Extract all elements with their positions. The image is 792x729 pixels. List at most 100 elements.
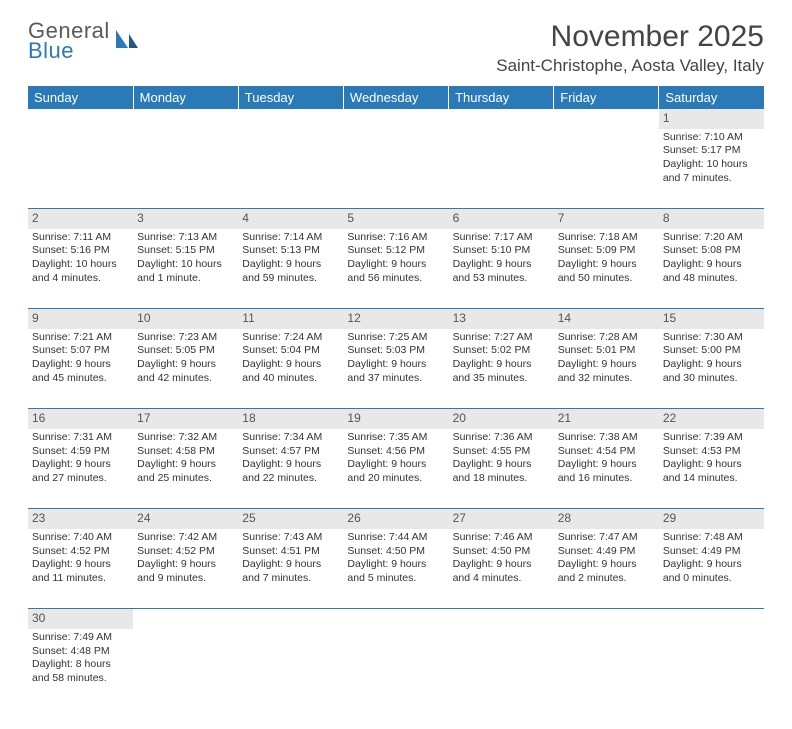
sunrise-text: Sunrise: 7:20 AM — [663, 231, 760, 245]
sunrise-text: Sunrise: 7:28 AM — [558, 331, 655, 345]
sunset-text: Sunset: 4:58 PM — [137, 445, 234, 459]
day-detail-cell — [133, 629, 238, 709]
daylight-text: Daylight: 9 hours and 59 minutes. — [242, 258, 339, 285]
daylight-text: Daylight: 10 hours and 7 minutes. — [663, 158, 760, 185]
sunset-text: Sunset: 5:03 PM — [347, 344, 444, 358]
daylight-text: Daylight: 9 hours and 9 minutes. — [137, 558, 234, 585]
week-number-row: 2345678 — [28, 209, 764, 229]
day-number-cell: 27 — [449, 509, 554, 529]
week-number-row: 1 — [28, 109, 764, 129]
day-number-cell — [133, 109, 238, 129]
sunset-text: Sunset: 4:56 PM — [347, 445, 444, 459]
day-detail-cell: Sunrise: 7:11 AMSunset: 5:16 PMDaylight:… — [28, 229, 133, 309]
sunset-text: Sunset: 4:48 PM — [32, 645, 129, 659]
day-detail-cell: Sunrise: 7:42 AMSunset: 4:52 PMDaylight:… — [133, 529, 238, 609]
day-number-cell: 9 — [28, 309, 133, 329]
day-detail-cell: Sunrise: 7:18 AMSunset: 5:09 PMDaylight:… — [554, 229, 659, 309]
day-detail-cell: Sunrise: 7:34 AMSunset: 4:57 PMDaylight:… — [238, 429, 343, 509]
day-detail-cell: Sunrise: 7:44 AMSunset: 4:50 PMDaylight:… — [343, 529, 448, 609]
day-detail-cell: Sunrise: 7:28 AMSunset: 5:01 PMDaylight:… — [554, 329, 659, 409]
day-detail-cell — [449, 129, 554, 209]
day-detail-cell — [554, 129, 659, 209]
week-detail-row: Sunrise: 7:31 AMSunset: 4:59 PMDaylight:… — [28, 429, 764, 509]
sunrise-text: Sunrise: 7:39 AM — [663, 431, 760, 445]
day-number-cell: 2 — [28, 209, 133, 229]
day-detail-cell — [28, 129, 133, 209]
day-number-cell: 3 — [133, 209, 238, 229]
daylight-text: Daylight: 9 hours and 30 minutes. — [663, 358, 760, 385]
sunrise-text: Sunrise: 7:10 AM — [663, 131, 760, 145]
sunset-text: Sunset: 4:55 PM — [453, 445, 550, 459]
sunset-text: Sunset: 5:07 PM — [32, 344, 129, 358]
day-number-cell: 17 — [133, 409, 238, 429]
day-detail-cell: Sunrise: 7:36 AMSunset: 4:55 PMDaylight:… — [449, 429, 554, 509]
day-detail-cell: Sunrise: 7:14 AMSunset: 5:13 PMDaylight:… — [238, 229, 343, 309]
sunrise-text: Sunrise: 7:34 AM — [242, 431, 339, 445]
day-number-cell — [238, 109, 343, 129]
day-detail-cell: Sunrise: 7:21 AMSunset: 5:07 PMDaylight:… — [28, 329, 133, 409]
daylight-text: Daylight: 9 hours and 14 minutes. — [663, 458, 760, 485]
sunrise-text: Sunrise: 7:16 AM — [347, 231, 444, 245]
day-detail-cell: Sunrise: 7:10 AMSunset: 5:17 PMDaylight:… — [659, 129, 764, 209]
sunset-text: Sunset: 5:01 PM — [558, 344, 655, 358]
day-number-cell: 20 — [449, 409, 554, 429]
sunset-text: Sunset: 5:17 PM — [663, 144, 760, 158]
day-detail-cell: Sunrise: 7:24 AMSunset: 5:04 PMDaylight:… — [238, 329, 343, 409]
sunrise-text: Sunrise: 7:13 AM — [137, 231, 234, 245]
day-detail-cell: Sunrise: 7:40 AMSunset: 4:52 PMDaylight:… — [28, 529, 133, 609]
daylight-text: Daylight: 9 hours and 4 minutes. — [453, 558, 550, 585]
sunrise-text: Sunrise: 7:23 AM — [137, 331, 234, 345]
sunset-text: Sunset: 4:57 PM — [242, 445, 339, 459]
day-number-cell: 19 — [343, 409, 448, 429]
daylight-text: Daylight: 9 hours and 53 minutes. — [453, 258, 550, 285]
day-number-cell: 10 — [133, 309, 238, 329]
daylight-text: Daylight: 9 hours and 2 minutes. — [558, 558, 655, 585]
sunrise-text: Sunrise: 7:43 AM — [242, 531, 339, 545]
day-detail-cell: Sunrise: 7:47 AMSunset: 4:49 PMDaylight:… — [554, 529, 659, 609]
sunrise-text: Sunrise: 7:38 AM — [558, 431, 655, 445]
day-number-cell: 14 — [554, 309, 659, 329]
sunset-text: Sunset: 4:52 PM — [32, 545, 129, 559]
day-detail-cell: Sunrise: 7:20 AMSunset: 5:08 PMDaylight:… — [659, 229, 764, 309]
sunset-text: Sunset: 4:51 PM — [242, 545, 339, 559]
daylight-text: Daylight: 9 hours and 25 minutes. — [137, 458, 234, 485]
sunset-text: Sunset: 5:08 PM — [663, 244, 760, 258]
sunrise-text: Sunrise: 7:17 AM — [453, 231, 550, 245]
day-detail-cell: Sunrise: 7:16 AMSunset: 5:12 PMDaylight:… — [343, 229, 448, 309]
day-detail-cell — [133, 129, 238, 209]
day-number-cell: 24 — [133, 509, 238, 529]
sunset-text: Sunset: 5:12 PM — [347, 244, 444, 258]
day-detail-cell: Sunrise: 7:32 AMSunset: 4:58 PMDaylight:… — [133, 429, 238, 509]
day-header: Sunday — [28, 86, 133, 109]
day-detail-cell — [554, 629, 659, 709]
day-detail-cell: Sunrise: 7:23 AMSunset: 5:05 PMDaylight:… — [133, 329, 238, 409]
sunrise-text: Sunrise: 7:48 AM — [663, 531, 760, 545]
sunset-text: Sunset: 4:52 PM — [137, 545, 234, 559]
location: Saint-Christophe, Aosta Valley, Italy — [496, 56, 764, 76]
sunset-text: Sunset: 5:13 PM — [242, 244, 339, 258]
day-number-cell: 1 — [659, 109, 764, 129]
calendar-table: SundayMondayTuesdayWednesdayThursdayFrid… — [28, 86, 764, 709]
sunrise-text: Sunrise: 7:42 AM — [137, 531, 234, 545]
day-detail-cell: Sunrise: 7:31 AMSunset: 4:59 PMDaylight:… — [28, 429, 133, 509]
sail-icon — [114, 28, 140, 56]
week-detail-row: Sunrise: 7:49 AMSunset: 4:48 PMDaylight:… — [28, 629, 764, 709]
day-detail-cell: Sunrise: 7:46 AMSunset: 4:50 PMDaylight:… — [449, 529, 554, 609]
sunset-text: Sunset: 5:09 PM — [558, 244, 655, 258]
brand-text: General Blue — [28, 20, 110, 62]
sunrise-text: Sunrise: 7:25 AM — [347, 331, 444, 345]
day-number-cell: 25 — [238, 509, 343, 529]
daylight-text: Daylight: 9 hours and 32 minutes. — [558, 358, 655, 385]
day-header: Friday — [554, 86, 659, 109]
daylight-text: Daylight: 9 hours and 20 minutes. — [347, 458, 444, 485]
day-number-cell: 28 — [554, 509, 659, 529]
sunset-text: Sunset: 4:50 PM — [453, 545, 550, 559]
day-number-cell: 16 — [28, 409, 133, 429]
month-title: November 2025 — [496, 20, 764, 54]
daylight-text: Daylight: 9 hours and 0 minutes. — [663, 558, 760, 585]
daylight-text: Daylight: 9 hours and 42 minutes. — [137, 358, 234, 385]
day-header: Wednesday — [343, 86, 448, 109]
day-number-cell: 22 — [659, 409, 764, 429]
day-detail-cell — [659, 629, 764, 709]
daylight-text: Daylight: 9 hours and 35 minutes. — [453, 358, 550, 385]
